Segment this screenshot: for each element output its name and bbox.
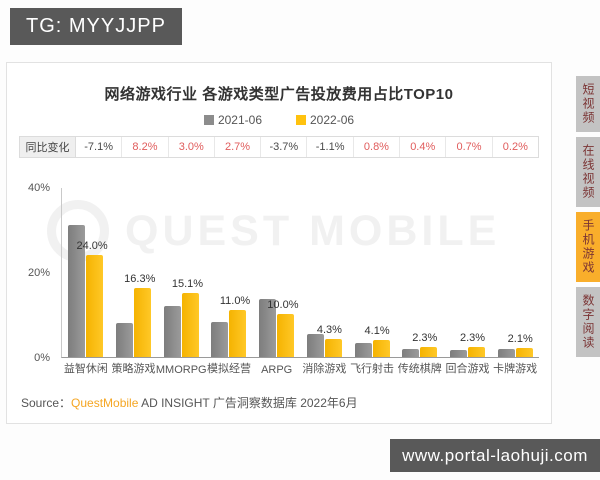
bar-2022-06 [134,288,152,357]
data-label: 4.3% [316,324,342,336]
category-label: 策略游戏 [111,363,156,375]
bar-pair [497,348,533,357]
bar-group: 4.1% 飞行射击 [348,188,396,375]
bar-2021-06 [402,349,420,357]
yoy-change-table: 同比变化 -7.1% 8.2% 3.0% 2.7% -3.7% -1.1% 0.8% 0.4% 0… [19,136,539,158]
yoy-value-cell: -3.7% [261,137,308,157]
legend-label: 2022-06 [310,113,355,127]
data-label: 4.1% [364,325,390,337]
bar-group: 24.0% 益智休闲 [62,188,110,375]
y-axis-tick: 0% [34,352,50,364]
source-line: Source：QuestMobile AD INSIGHT 广告洞察数据库 20… [21,394,358,411]
bar-2022-06 [372,340,390,357]
category-label: 模拟经营 [206,363,251,375]
bar-pair [306,334,342,357]
yoy-value-cell: 2.7% [215,137,262,157]
yoy-value-cell: 3.0% [169,137,215,157]
yoy-value-cell: 0.4% [400,137,447,157]
bar-2022-06 [324,339,342,357]
tg-watermark-banner: TG: MYYJJPP [10,8,182,45]
bar-pair [402,347,438,357]
bar-2021-06 [163,306,181,357]
data-label: 15.1% [171,278,204,290]
bar-group: 2.1% 卡牌游戏 [491,188,539,375]
legend-swatch [296,115,306,125]
bar-2022-06 [181,293,199,357]
bar-2022-06 [229,310,247,357]
bar-2021-06 [354,343,372,357]
y-axis-tick: 40% [27,182,50,194]
bar-2021-06 [116,323,134,357]
sidebar-tab-手机游戏[interactable]: 手机游戏 [576,212,600,282]
bar-pair [68,225,104,357]
bar-pair [259,299,295,357]
bar-pair [449,347,485,357]
bar-2021-06 [306,334,324,357]
report-card: 网络游戏行业 各游戏类型广告投放费用占比TOP10 2021-06 2022-06… [6,62,552,424]
bar-2022-06 [515,348,533,357]
bar-group: 4.3% 消除游戏 [301,188,349,375]
data-label: 10.0% [267,299,299,311]
bar-group: 16.3% 策略游戏 [110,188,158,375]
bar-group: 15.1% MMORPG [156,188,207,376]
category-label: MMORPG [155,364,207,376]
bar-2021-06 [211,322,229,357]
data-label: 2.3% [459,332,486,344]
bar-2022-06 [86,255,104,357]
source-prefix: Source： [21,396,72,410]
bar-group: 11.0% 模拟经营 [205,188,253,375]
category-label: 回合游戏 [445,363,490,375]
site-url-banner: www.portal-laohuji.com [390,439,600,472]
bar-pair [211,310,247,357]
bar-pair [163,293,199,357]
sidebar-tab-数字阅读[interactable]: 数字阅读 [576,287,600,357]
y-axis-tick: 20% [27,267,50,279]
source-brand: QuestMobile [71,396,139,410]
sidebar-tab-在线视频[interactable]: 在线视频 [576,137,600,207]
category-label: 传统棋牌 [397,363,442,375]
plot-area: 24.0% 益智休闲 16.3% 策略游戏 15.1% MMORPG 11.0% 模拟经营 10… [61,188,539,376]
sidebar-tab-短视频[interactable]: 短视频 [576,76,600,132]
category-label: 卡牌游戏 [493,363,538,375]
yoy-value-cell: 0.8% [354,137,401,157]
yoy-value-cell: 8.2% [122,137,169,157]
bar-pair [354,340,390,357]
data-label: 2.1% [507,333,533,345]
bar-2021-06 [68,225,86,357]
yoy-value-cell: 0.2% [502,141,528,153]
chart-legend: 2021-06 2022-06 [7,113,551,127]
chart-title: 网络游戏行业 各游戏类型广告投放费用占比TOP10 [104,86,454,103]
yoy-value-cell: 0.7% [446,137,493,157]
bar-2021-06 [449,350,467,357]
y-axis: 40% 20% 0% [19,182,55,364]
data-label: 2.3% [412,332,438,344]
bar-group: 2.3% 回合游戏 [444,188,492,375]
bar-pair [116,288,152,357]
category-label: 飞行射击 [350,363,395,375]
bar-2021-06 [259,299,277,357]
legend-swatch [203,115,214,125]
source-suffix: AD INSIGHT 广告洞察数据库 2022年6月 [138,396,358,410]
yoy-value-cell: -1.1% [307,137,354,157]
bar-2021-06 [497,349,515,357]
category-label: 消除游戏 [302,363,347,375]
bar-2022-06 [420,347,438,357]
yoy-header-cell: 同比变化 [20,137,76,157]
sidebar-tabs: 短视频在线视频手机游戏数字阅读 [576,76,600,357]
data-label: 24.0% [76,240,108,252]
bar-group: 2.3% 传统棋牌 [396,188,444,375]
data-label: 11.0% [219,295,251,307]
bar-chart: QUEST MOBILE 40% 20% 0% 24.0% 益智休闲 16.3% 策略游戏… [19,172,541,380]
legend-item: 2021-06 [203,113,262,127]
bar-2022-06 [277,314,295,357]
yoy-value-cell: -7.1% [76,137,123,157]
bar-group: 10.0% ARPG [253,188,301,376]
legend-item: 2022-06 [296,113,354,127]
bar-2022-06 [467,347,485,357]
legend-label: 2021-06 [217,113,262,127]
category-label: ARPG [261,364,293,376]
category-label: 益智休闲 [63,363,108,375]
data-label: 16.3% [124,273,156,285]
